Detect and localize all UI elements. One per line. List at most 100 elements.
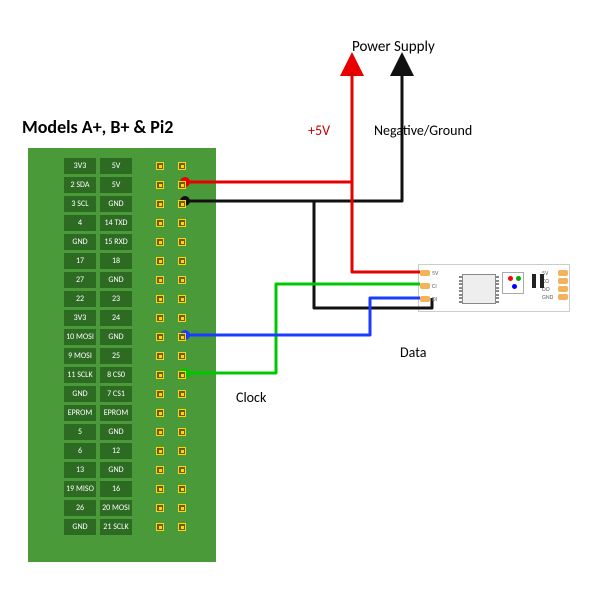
gpio-pad [156,181,164,189]
strip-pad-label: 5V [432,269,438,277]
gpio-pad [156,523,164,531]
data-label: Data [400,344,426,361]
gpio-pin-label: GND [100,329,132,345]
gpio-pin-label: 5V [100,177,132,193]
wire [185,64,402,201]
gpio-pad [178,390,186,398]
gpio-pad [156,504,164,512]
gpio-pad [156,333,164,341]
models-title: Models A+, B+ & Pi2 [22,116,173,138]
wire [185,201,432,308]
gpio-pad [156,485,164,493]
gpio-pin-label: 21 SCLK [100,519,132,535]
gpio-pad [156,257,164,265]
gpio-pin-label: EPROM [100,405,132,421]
five-volt-label: +5V [308,122,330,139]
gpio-pin-label: 25 [100,348,132,364]
diagram-canvas: Models A+, B+ & Pi2 Power Supply +5V Neg… [0,0,607,600]
gpio-pin-label: 22 [64,291,96,307]
strip-input-pad [420,270,430,276]
gpio-pad [156,447,164,455]
power-supply-label: Power Supply [352,38,435,56]
gpio-pin-label: 26 [64,500,96,516]
gpio-pin-label: 16 [100,481,132,497]
gpio-pin-label: 24 [100,310,132,326]
gpio-pin-label: GND [100,196,132,212]
gpio-pad [156,390,164,398]
wire [185,182,420,272]
strip-output-pad [558,294,568,300]
gpio-pad [178,314,186,322]
gpio-pin-label: GND [64,519,96,535]
gpio-pad [178,333,186,341]
gpio-pad [178,295,186,303]
gpio-pad [156,371,164,379]
gpio-pad [156,219,164,227]
gpio-pin-label: 3 SCL [64,196,96,212]
gpio-pad [178,523,186,531]
gpio-pad [156,428,164,436]
gpio-pin-label: 3V3 [64,310,96,326]
gpio-pin-label: 13 [64,462,96,478]
gpio-pad [156,409,164,417]
capacitor [540,274,544,288]
gpio-pin-label: EPROM [64,405,96,421]
gpio-pad [178,466,186,474]
gpio-pad [156,162,164,170]
gpio-pad [178,238,186,246]
gpio-pin-label: 18 [100,253,132,269]
capacitor [532,274,536,288]
gpio-pad [178,447,186,455]
gpio-pin-label: 5 [64,424,96,440]
gpio-pin-label: 8 CS0 [100,367,132,383]
gpio-pin-label: 17 [64,253,96,269]
gpio-pad [156,352,164,360]
gpio-pin-label: 12 [100,443,132,459]
gpio-pin-label: 5V [100,158,132,174]
gpio-pad [156,466,164,474]
gpio-pin-label: 27 [64,272,96,288]
gpio-pad [178,409,186,417]
gpio-pin-label: 20 MOSI [100,500,132,516]
gpio-pin-label: GND [100,424,132,440]
gpio-pin-label: GND [64,386,96,402]
gpio-pin-label: 14 TXD [100,215,132,231]
strip-input-pad [420,283,430,289]
gpio-pad [178,162,186,170]
gpio-pad [178,200,186,208]
ic-chip [462,274,496,304]
gpio-pad [178,257,186,265]
gpio-pad [178,504,186,512]
gpio-pad [178,352,186,360]
gpio-pin-label: 3V3 [64,158,96,174]
gpio-pin-label: 4 [64,215,96,231]
gpio-pad [178,181,186,189]
gpio-pad [156,295,164,303]
gpio-pin-label: 23 [100,291,132,307]
gpio-pin-label: GND [100,462,132,478]
gpio-pin-label: GND [64,234,96,250]
gpio-pin-label: 15 RXD [100,234,132,250]
clock-label: Clock [236,389,266,406]
gpio-pin-label: 6 [64,443,96,459]
negative-ground-label: Negative/Ground [374,122,472,139]
gpio-pad [156,200,164,208]
gpio-pad [178,428,186,436]
gpio-pad [178,276,186,284]
strip-output-pad [558,278,568,284]
gpio-pad [156,276,164,284]
strip-pad-label: GND [542,293,553,301]
gpio-pin-label: 10 MOSI [64,329,96,345]
strip-output-pad [558,286,568,292]
strip-input-pad [420,296,430,302]
gpio-pad [178,371,186,379]
gpio-pin-label: 19 MISO [64,481,96,497]
gpio-pin-label: 9 MOSI [64,348,96,364]
gpio-pad [178,219,186,227]
strip-pad-label: CI [432,282,437,290]
wire [185,298,420,335]
gpio-pin-label: 2 SDA [64,177,96,193]
strip-pad-label: DI [432,295,437,303]
gpio-pad [156,314,164,322]
gpio-pin-label: GND [100,272,132,288]
